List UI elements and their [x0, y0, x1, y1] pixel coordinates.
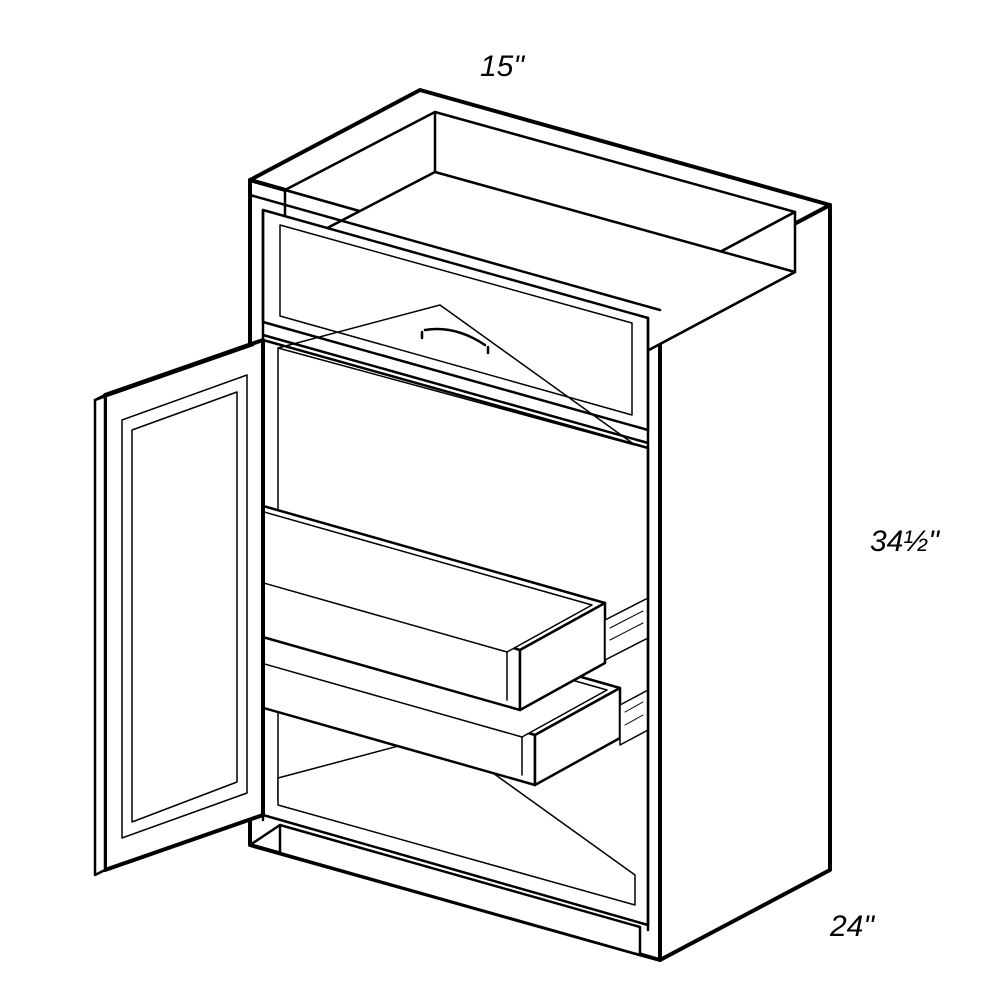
dimension-width-label: 15" [480, 50, 524, 84]
dimension-height-label: 34½" [870, 525, 939, 559]
cabinet-diagram: 15" 34½" 24" [0, 0, 1000, 1000]
dimension-depth-label: 24" [830, 910, 874, 944]
cabinet-svg [0, 0, 1000, 1000]
